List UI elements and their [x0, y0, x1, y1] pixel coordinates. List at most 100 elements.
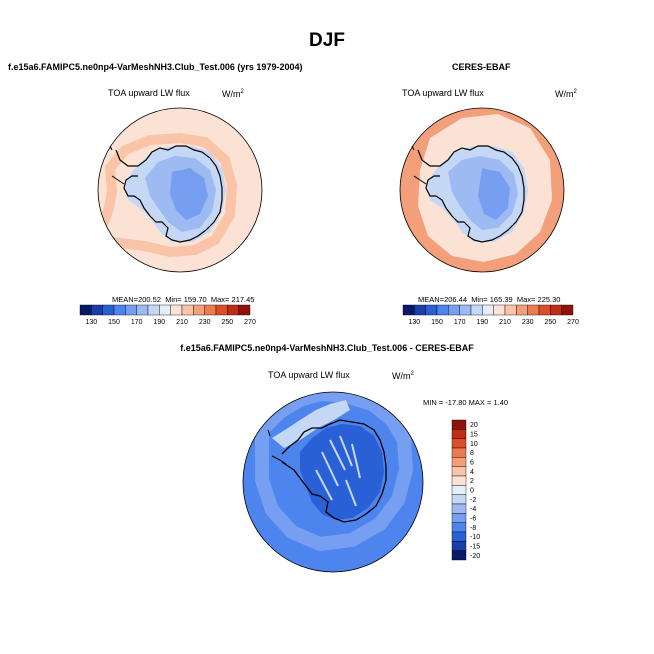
panel3-map — [242, 391, 424, 573]
panel3-colorbar-swatch — [451, 447, 467, 458]
panel2-colorbar-tick-label: 150 — [431, 319, 443, 326]
panel2-colorbar-swatch — [459, 304, 472, 316]
panel1-colorbar-swatch — [136, 304, 149, 316]
panel3-colorbar-swatch — [451, 531, 467, 542]
panel1-title: f.e15a6.FAMIPC5.ne0np4-VarMeshNH3.Club_T… — [8, 62, 303, 72]
panel1-map — [97, 107, 263, 273]
panel3-map-border — [242, 391, 424, 573]
panel1-stats: MEAN=200.52 Min= 159.70 Max= 217.45 — [112, 295, 255, 304]
panel3-colorbar-swatch — [451, 485, 467, 495]
panel3-colorbar-swatch — [451, 429, 467, 439]
panel1-colorbar-tick-label: 210 — [176, 319, 188, 326]
panel1-variable-label: TOA upward LW flux — [108, 88, 190, 98]
panel1-colorbar-swatch — [204, 304, 217, 316]
panel1-colorbar-swatch — [147, 304, 160, 316]
panel1-colorbar-tick-label: 150 — [108, 319, 120, 326]
panel3-colorbar-tick-label: 15 — [470, 432, 478, 439]
panel2-colorbar-tick-label: 270 — [567, 319, 579, 326]
panel2-colorbar-swatch — [414, 304, 426, 316]
panel1-colorbar: 130 150 170 190 210 230 250 270 — [79, 304, 256, 326]
panel2-colorbar-swatch — [436, 304, 449, 316]
panel2-colorbar-swatch — [504, 304, 517, 316]
panel1-colorbar-tick-label: 250 — [221, 319, 233, 326]
panel2-colorbar-tick-label: 170 — [454, 319, 466, 326]
panel1-colorbar-swatch — [113, 304, 126, 316]
panel3-colorbar-tick-label: 8 — [470, 450, 474, 457]
panel3-colorbar-tick-label: -15 — [470, 544, 480, 551]
panel3-units: W/m2 — [392, 371, 414, 381]
panel3-colorbar-swatch — [451, 503, 467, 514]
panel2-colorbar: 130 150 170 190 210 230 250 270 — [402, 304, 579, 326]
panel1-colorbar-swatch — [159, 304, 171, 316]
panel3-colorbar-tick-label: 10 — [470, 441, 478, 448]
panel3-colorbar-tick-label: -8 — [470, 525, 476, 532]
panel2-colorbar-swatch — [482, 304, 494, 316]
panel2-units: W/m2 — [555, 89, 577, 99]
panel1-colorbar-swatch — [79, 304, 92, 316]
panel3-colorbar-swatch — [451, 522, 467, 533]
panel2-colorbar-tick-label: 230 — [522, 319, 534, 326]
panel3-colorbar-tick-label: 4 — [470, 469, 474, 476]
panel3-colorbar-swatch — [451, 419, 467, 430]
panel2-colorbar-swatch — [470, 304, 483, 316]
panel2-stats: MEAN=206.44 Min= 165.39 Max= 225.30 — [418, 295, 561, 304]
panel3-colorbar-tick-label: -20 — [470, 553, 480, 560]
panel2-colorbar-tick-label: 210 — [499, 319, 511, 326]
panel1-colorbar-swatch — [125, 304, 137, 316]
panel1-colorbar-tick-label: 130 — [85, 319, 97, 326]
panel1-colorbar-swatch — [193, 304, 205, 316]
panel3-colorbar-tick-label: 20 — [470, 422, 478, 429]
panel3-colorbar-swatch — [451, 541, 467, 551]
panel1-land-dark — [170, 168, 208, 220]
panel2-colorbar-swatch — [538, 304, 551, 316]
panel2-colorbar-tick-label: 190 — [476, 319, 488, 326]
panel2-colorbar-swatch — [561, 304, 574, 316]
panel2-colorbar-swatch — [516, 304, 528, 316]
panel2-land-dark — [478, 168, 510, 220]
panel1-units: W/m2 — [222, 89, 244, 99]
panel1-colorbar-swatch — [91, 304, 103, 316]
panel3-light-streaks — [315, 435, 361, 507]
panel3-title: f.e15a6.FAMIPC5.ne0np4-VarMeshNH3.Club_T… — [180, 343, 474, 353]
panel1-colorbar-swatch — [170, 304, 183, 316]
panel1-colorbar-tick-label: 230 — [199, 319, 211, 326]
panel1-map-border — [97, 107, 263, 273]
panel1-colorbar-tick-label: 190 — [153, 319, 165, 326]
panel3-light-patch — [272, 400, 350, 448]
panel3-colorbar-tick-label: 2 — [470, 478, 474, 485]
panel3-minmax: MIN = -17.80 MAX = 1.40 — [423, 398, 509, 407]
panel1-colorbar-swatch — [215, 304, 228, 316]
panel2-colorbar-swatch — [493, 304, 506, 316]
panel2-colorbar-tick-label: 250 — [544, 319, 556, 326]
panel3-colorbar-tick-label: 0 — [470, 488, 474, 495]
panel1-colorbar-swatch — [181, 304, 194, 316]
panel2-variable-label: TOA upward LW flux — [402, 88, 484, 98]
panel2-colorbar-swatch — [448, 304, 460, 316]
panel3-colorbar-tick-label: -10 — [470, 534, 480, 541]
panel1-colorbar-swatch — [102, 304, 115, 316]
panel3-colorbar-swatch — [451, 513, 467, 523]
panel3-colorbar-swatch — [451, 475, 467, 486]
panel2-colorbar-tick-label: 130 — [408, 319, 420, 326]
panel3-colorbar-tick-label: -2 — [470, 497, 476, 504]
panel3-colorbar-swatch — [451, 550, 467, 561]
panel3-colorbar-swatch — [451, 457, 467, 467]
panel3-colorbar-swatch — [451, 438, 467, 449]
panel3-colorbar-tick-label: 6 — [470, 460, 474, 467]
panel1-colorbar-tick-label: 270 — [244, 319, 256, 326]
panel2-colorbar-swatch — [402, 304, 415, 316]
panel1-colorbar-swatch — [238, 304, 251, 316]
panel3-light-ring — [255, 392, 414, 552]
panel2-map — [399, 107, 565, 273]
panel2-title: CERES-EBAF — [452, 62, 511, 72]
panel3-colorbar-tick-label: -4 — [470, 506, 476, 513]
panel2-colorbar-swatch — [425, 304, 438, 316]
panel1-colorbar-swatch — [227, 304, 239, 316]
panel3-colorbar-swatch — [451, 494, 467, 505]
panel2-colorbar-swatch — [550, 304, 562, 316]
panel2-map-border — [399, 107, 565, 273]
panel3-peninsula — [267, 429, 287, 465]
panel3-coastline — [281, 419, 387, 523]
